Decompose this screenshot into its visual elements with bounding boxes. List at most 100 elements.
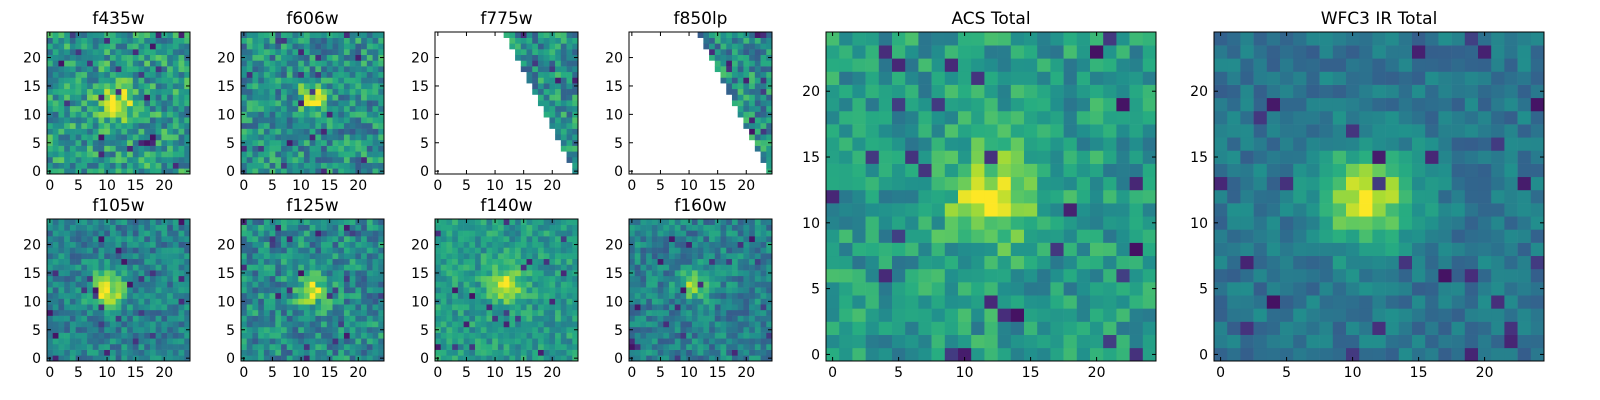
heatmap-cell <box>497 349 504 356</box>
heatmap-cell <box>669 321 676 328</box>
heatmap-cell <box>343 219 350 225</box>
heatmap-cell <box>241 117 248 124</box>
heatmap-cell <box>1103 32 1117 46</box>
heatmap-cell <box>640 321 647 328</box>
heatmap-cell <box>115 49 122 56</box>
heatmap-cell <box>766 66 773 73</box>
heatmap-cell <box>469 247 476 254</box>
heatmap-cell <box>475 298 482 305</box>
heatmap-cell <box>47 134 54 141</box>
heatmap-cell <box>309 32 316 38</box>
heatmap-cell <box>446 230 453 237</box>
axes-frame <box>628 31 773 175</box>
heatmap-cell <box>865 150 880 164</box>
heatmap-cell <box>92 287 99 294</box>
heatmap-cell <box>372 224 379 231</box>
heatmap-cell <box>155 168 162 175</box>
heatmap-cell <box>509 304 516 311</box>
heatmap-cell <box>1076 203 1091 217</box>
heatmap-cell <box>731 321 738 328</box>
heatmap-cell <box>292 219 299 225</box>
heatmap-cell <box>520 298 527 305</box>
heatmap-cell <box>286 321 293 328</box>
heatmap-cell <box>457 349 464 356</box>
heatmap-cell <box>132 292 139 299</box>
heatmap-cell <box>634 270 641 277</box>
heatmap-cell <box>269 247 276 254</box>
heatmap-cell <box>263 343 270 350</box>
heatmap-cell <box>760 247 767 254</box>
heatmap-cell <box>355 247 362 254</box>
heatmap-cell <box>92 355 99 362</box>
heatmap-cell <box>372 287 379 294</box>
heatmap-cell <box>1129 163 1144 178</box>
heatmap-cell <box>646 292 653 299</box>
heatmap-cell <box>515 355 522 362</box>
heatmap-cell <box>566 145 573 152</box>
heatmap-cell <box>549 247 556 254</box>
heatmap-cell <box>315 32 322 38</box>
heatmap-cell <box>184 88 191 95</box>
heatmap-cell <box>309 309 316 316</box>
heatmap-cell <box>492 258 499 265</box>
heatmap-cell <box>760 264 767 271</box>
heatmap-cell <box>52 281 59 288</box>
heatmap-cell <box>132 145 139 152</box>
heatmap-cell <box>104 321 111 328</box>
heatmap-cell <box>918 189 932 204</box>
heatmap-cell <box>167 83 174 90</box>
heatmap-cell <box>121 128 128 135</box>
heatmap-cell <box>720 54 727 61</box>
heatmap-cell <box>92 224 99 231</box>
heatmap-cell <box>760 326 767 333</box>
heatmap-cell <box>526 37 533 44</box>
heatmap-cell <box>452 241 459 248</box>
heatmap-cell <box>98 54 105 61</box>
heatmap-cell <box>997 229 1012 243</box>
heatmap-cell <box>720 236 727 243</box>
heatmap-cell <box>321 270 328 277</box>
heatmap-cell <box>931 282 946 296</box>
heatmap-cell <box>98 122 105 129</box>
heatmap-cell <box>355 122 362 129</box>
heatmap-cell <box>931 268 946 283</box>
heatmap-cell <box>865 32 880 46</box>
heatmap-cell <box>52 298 59 305</box>
heatmap-cell <box>286 219 293 225</box>
heatmap-cell <box>58 128 65 135</box>
heatmap-cell <box>572 162 579 169</box>
heatmap-cell <box>905 321 919 335</box>
heatmap-cell <box>503 321 510 328</box>
heatmap-cell <box>349 111 356 118</box>
heatmap-cell <box>343 343 350 350</box>
heatmap-cell <box>132 309 139 316</box>
heatmap-cell <box>172 94 179 101</box>
heatmap-cell <box>1010 32 1025 46</box>
y-tick-label: 20 <box>217 238 235 254</box>
heatmap-cell <box>292 332 299 339</box>
heatmap-cell <box>754 83 761 90</box>
heatmap-cell <box>58 258 65 265</box>
heatmap-cell <box>905 124 919 138</box>
heatmap-cell <box>127 88 134 95</box>
heatmap-cell <box>566 54 573 61</box>
heatmap-cell <box>121 122 128 129</box>
heatmap-cell <box>766 94 773 101</box>
heatmap-cell <box>1024 110 1038 125</box>
heatmap-cell <box>326 264 333 271</box>
heatmap-cell <box>532 343 539 350</box>
heatmap-cell <box>1010 124 1025 138</box>
heatmap-cell <box>321 281 328 288</box>
heatmap-cell <box>486 309 493 316</box>
heatmap-cell <box>52 270 59 277</box>
heatmap-cell <box>161 122 168 129</box>
heatmap-cell <box>326 162 333 169</box>
heatmap-cell <box>87 298 94 305</box>
heatmap-cell <box>984 58 998 72</box>
heatmap-cell <box>378 145 385 152</box>
heatmap-cell <box>109 54 116 61</box>
heatmap-cell <box>303 88 310 95</box>
heatmap-cell <box>509 224 516 231</box>
heatmap-cell <box>144 60 151 67</box>
heatmap-cell <box>839 124 853 138</box>
